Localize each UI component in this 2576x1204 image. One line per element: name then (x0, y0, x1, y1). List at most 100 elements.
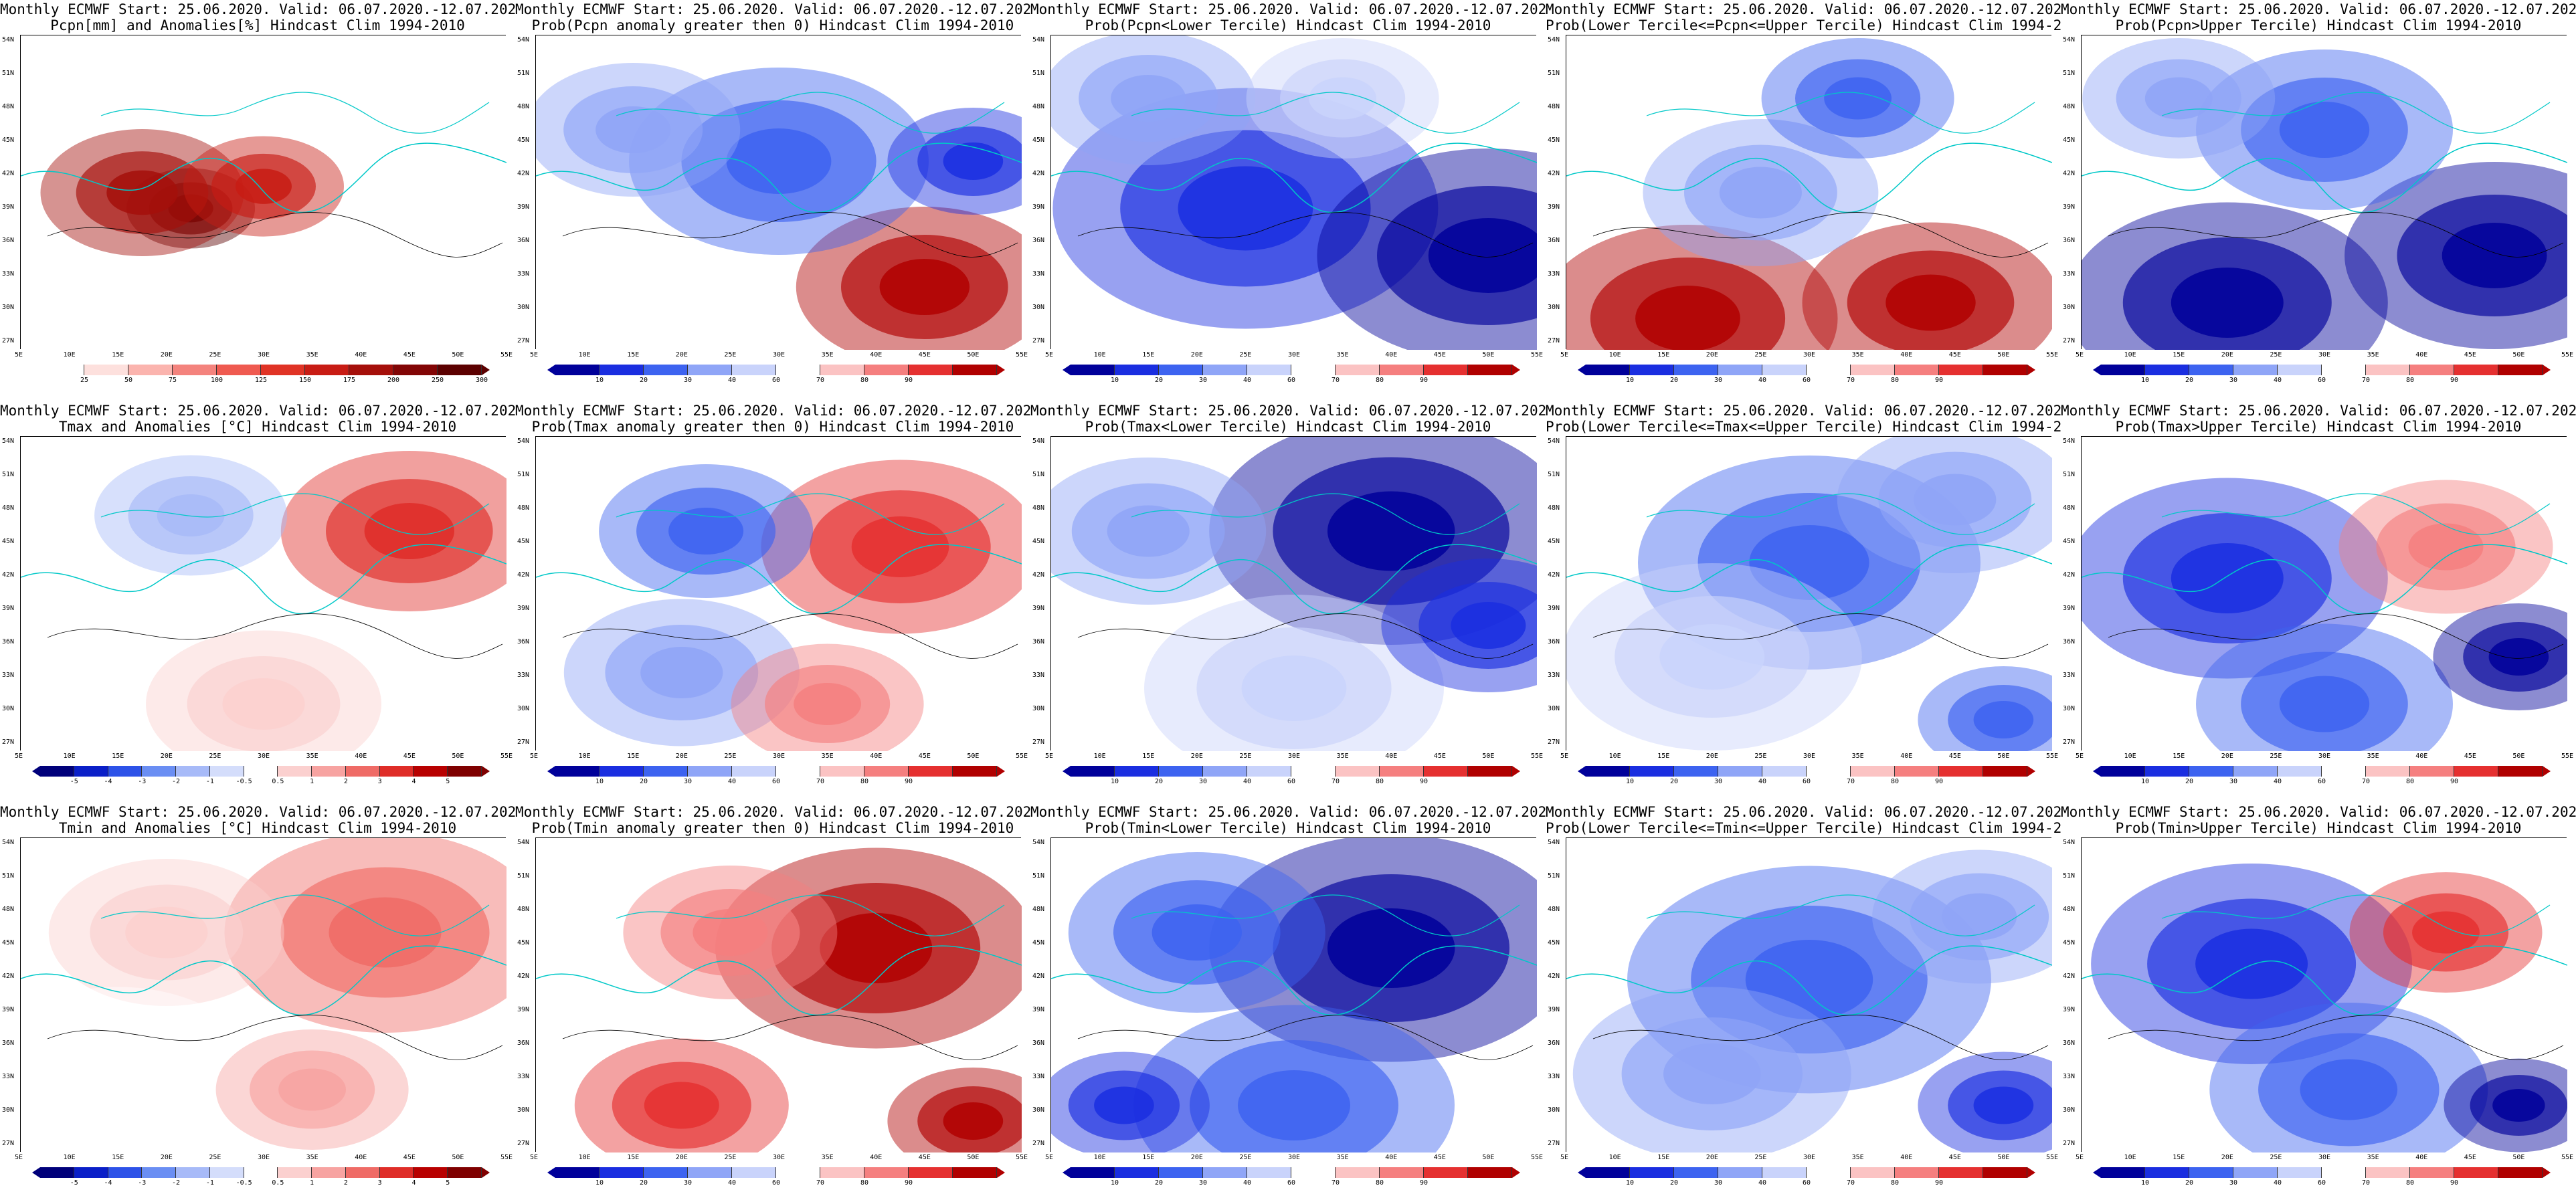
colorbar-ticks: 10 20 30 40 60 70 80 90 (2101, 1179, 2543, 1189)
panel-title-line1: Monthly ECMWF Start: 25.06.2020. Valid: … (1546, 804, 2061, 820)
colorbar-tick-label: 40 (1243, 778, 1252, 785)
latitude-label: 30N (2063, 1106, 2076, 1114)
field-blob (2488, 638, 2549, 676)
colorbar-tick-label: 10 (1625, 1179, 1635, 1187)
latitude-label: 27N (517, 1140, 530, 1147)
panel-title-line2: Tmax and Anomalies [°C] Hindcast Clim 19… (58, 419, 457, 435)
colorbar-tick-label: 40 (1758, 377, 1767, 384)
colorbar-cell (209, 766, 244, 777)
latitude-label: 42N (517, 973, 530, 980)
longitude-label: 15E (627, 1154, 640, 1161)
field-blob (1152, 904, 1242, 961)
colorbar-cell (2366, 365, 2410, 375)
map-area (2081, 35, 2567, 350)
colorbar-cell (1983, 766, 2027, 777)
colorbar-ticks: -5 -4 -3 -2 -1 -0.5 0.5 1 2 3 4 5 (40, 778, 482, 787)
longitude-label: 20E (2221, 1154, 2233, 1161)
colorbar-tick-label: 90 (1934, 377, 1944, 384)
field-map (536, 838, 1022, 1152)
longitude-label: 25E (724, 351, 737, 359)
colorbar-cell (1247, 365, 1291, 375)
colorbar-max-arrow (2543, 1167, 2551, 1178)
colorbar-cell (1674, 365, 1718, 375)
colorbar-cell (40, 365, 84, 375)
latitude-label: 48N (2063, 504, 2076, 512)
colorbar-cell (2145, 365, 2189, 375)
latitude-label: 45N (517, 538, 530, 545)
longitude-label: 35E (1851, 351, 1864, 359)
latitude-label: 54N (2063, 839, 2076, 846)
colorbar-cell (345, 1167, 380, 1178)
colorbar-tick-label: 30 (2229, 1179, 2238, 1187)
colorbar-cell (1718, 766, 1762, 777)
colorbar-tick-label: 40 (727, 377, 737, 384)
colorbar-tick-label: 20 (1154, 1179, 1164, 1187)
field-blob (106, 170, 178, 215)
colorbar-cell (1586, 1167, 1630, 1178)
coastline (536, 544, 1022, 615)
map-area (1050, 436, 1537, 751)
colorbar-tick-label: 0.5 (272, 1179, 284, 1187)
colorbar-tick-label: 5 (446, 1179, 450, 1187)
contour-line (1077, 613, 1534, 659)
colorbar-tick-label: 80 (1890, 778, 1900, 785)
longitude-label: 10E (1608, 351, 1621, 359)
latitude-label: 51N (1032, 872, 1045, 880)
colorbar-tick-label: 20 (2185, 778, 2194, 785)
field-blob (2144, 77, 2213, 120)
latitude-label: 54N (2063, 437, 2076, 445)
latitude-label: 36N (2, 237, 15, 244)
panel-title-line2: Prob(Tmin anomaly greater then 0) Hindca… (531, 820, 1014, 836)
colorbar-cell (1939, 1167, 1983, 1178)
colorbar-cell (2498, 365, 2543, 375)
colorbar-tick-label: 70 (816, 377, 825, 384)
coastline (2082, 142, 2567, 213)
colorbar-tick-label: 4 (411, 1179, 416, 1187)
colorbar-cell (2454, 365, 2498, 375)
colorbar-max-arrow (1512, 1167, 1520, 1178)
colorbar-min-arrow (32, 365, 40, 375)
colorbar-tick-label: 10 (595, 377, 604, 384)
longitude-label: 5E (15, 351, 23, 359)
latitude-label: 51N (1548, 70, 1560, 77)
longitude-label: 45E (918, 1154, 931, 1161)
field-blob (222, 678, 305, 730)
latitude-label: 39N (2063, 203, 2076, 211)
colorbar-cell (2322, 365, 2366, 375)
longitude-label: 25E (1239, 1154, 1252, 1161)
latitude-label: 39N (1032, 1006, 1045, 1013)
latitude-label: 51N (517, 70, 530, 77)
latitude-label: 30N (517, 1106, 530, 1114)
colorbar-cell (1424, 365, 1468, 375)
colorbar-tick-label: 40 (727, 778, 737, 785)
colorbar-cell (1718, 1167, 1762, 1178)
forecast-panel: Monthly ECMWF Start: 25.06.2020. Valid: … (0, 0, 515, 401)
longitude-label: 50E (452, 752, 464, 760)
latitude-label: 45N (2063, 136, 2076, 144)
latitude-label: 27N (1032, 738, 1045, 746)
latitude-label: 42N (1032, 973, 1045, 980)
colorbar-tick-label: 175 (343, 377, 356, 384)
colorbar-tick-label: 90 (2450, 1179, 2459, 1187)
longitude-label: 40E (2415, 351, 2428, 359)
latitude-label: 30N (2063, 705, 2076, 712)
longitude-label: 40E (2415, 752, 2428, 760)
colorbar-cell (1895, 365, 1939, 375)
latitude-label: 30N (1548, 705, 1560, 712)
forecast-panel: Monthly ECMWF Start: 25.06.2020. Valid: … (0, 401, 515, 803)
colorbar-cell (1203, 365, 1247, 375)
colorbar-cell (1807, 766, 1851, 777)
longitude-label: 45E (1433, 351, 1446, 359)
longitude-label: 30E (1803, 752, 1816, 760)
field-blob (1309, 77, 1376, 120)
forecast-panel: Monthly ECMWF Start: 25.06.2020. Valid: … (515, 0, 1030, 401)
colorbar-tick-label: -0.5 (236, 778, 252, 785)
map-area (1050, 35, 1537, 350)
colorbar-cell (40, 766, 74, 777)
colorbar-cell (776, 365, 820, 375)
contour-line (2108, 212, 2564, 258)
longitude-label: 10E (1093, 351, 1106, 359)
field-blob (1663, 1043, 1761, 1104)
colorbar-cell (2278, 1167, 2322, 1178)
colorbar-max-arrow (997, 365, 1005, 375)
